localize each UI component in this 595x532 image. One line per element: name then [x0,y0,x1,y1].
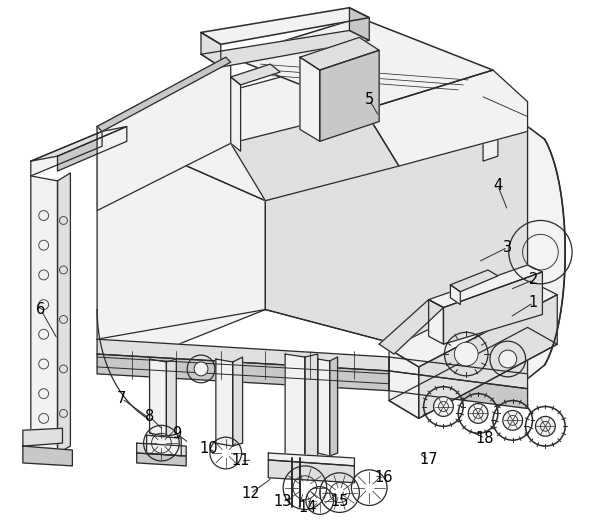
Polygon shape [231,77,240,151]
Polygon shape [231,64,280,85]
Circle shape [39,329,49,339]
Polygon shape [97,57,231,131]
Polygon shape [265,127,528,379]
Polygon shape [23,428,62,446]
Circle shape [503,411,522,430]
Polygon shape [97,127,265,359]
Polygon shape [364,70,528,166]
Circle shape [455,342,478,366]
Polygon shape [450,270,498,292]
Text: 1: 1 [529,295,538,310]
Polygon shape [231,110,399,201]
Polygon shape [300,37,379,70]
Circle shape [536,417,555,436]
Circle shape [468,404,488,423]
Text: 2: 2 [529,272,538,287]
Polygon shape [450,285,461,305]
Polygon shape [389,357,528,389]
Text: 3: 3 [503,240,512,255]
Text: 8: 8 [145,409,154,424]
Text: 4: 4 [493,178,503,193]
Circle shape [194,362,208,376]
Polygon shape [216,359,233,446]
Circle shape [60,410,67,418]
Polygon shape [137,443,186,456]
Polygon shape [97,339,389,371]
Polygon shape [58,173,70,453]
Polygon shape [231,18,493,110]
Polygon shape [320,51,379,142]
Text: 12: 12 [241,486,260,501]
Polygon shape [167,359,176,436]
Polygon shape [330,357,337,456]
Polygon shape [58,127,127,171]
Polygon shape [305,354,318,463]
Polygon shape [23,446,73,466]
Polygon shape [528,127,565,379]
Polygon shape [268,460,355,483]
Polygon shape [233,357,243,446]
Circle shape [39,211,49,220]
Polygon shape [137,453,186,466]
Polygon shape [428,300,443,344]
Circle shape [39,270,49,280]
Polygon shape [201,30,369,67]
Polygon shape [379,300,443,354]
Circle shape [39,240,49,250]
Polygon shape [201,32,221,67]
Circle shape [60,217,67,225]
Polygon shape [483,136,498,161]
Polygon shape [389,327,558,418]
Text: 9: 9 [171,426,181,440]
Polygon shape [149,359,167,436]
Polygon shape [31,127,127,161]
Text: 14: 14 [299,500,317,515]
Text: 18: 18 [476,431,494,446]
Text: 13: 13 [273,494,292,509]
Circle shape [434,397,453,417]
Text: 6: 6 [36,302,45,317]
Circle shape [39,413,49,423]
Circle shape [39,389,49,398]
Polygon shape [285,354,305,463]
Polygon shape [349,8,369,40]
Polygon shape [300,57,320,142]
Polygon shape [97,354,389,390]
Text: 16: 16 [375,470,393,485]
Polygon shape [389,349,419,418]
Polygon shape [268,453,355,466]
Polygon shape [443,272,543,344]
Circle shape [39,300,49,310]
Polygon shape [318,359,330,456]
Polygon shape [428,265,543,307]
Polygon shape [389,280,558,367]
Circle shape [39,359,49,369]
Polygon shape [31,176,58,453]
Text: 7: 7 [117,391,127,406]
Circle shape [60,365,67,373]
Polygon shape [389,371,528,409]
Circle shape [60,266,67,274]
Text: 17: 17 [419,452,438,468]
Polygon shape [97,57,528,201]
Text: 5: 5 [365,92,374,107]
Text: 15: 15 [330,494,349,509]
Polygon shape [419,295,558,418]
Polygon shape [146,435,181,456]
Circle shape [499,350,516,368]
Circle shape [60,315,67,323]
Polygon shape [201,8,369,44]
Polygon shape [97,57,231,211]
Text: 10: 10 [199,440,218,455]
Polygon shape [31,131,102,176]
Text: 11: 11 [231,453,250,469]
